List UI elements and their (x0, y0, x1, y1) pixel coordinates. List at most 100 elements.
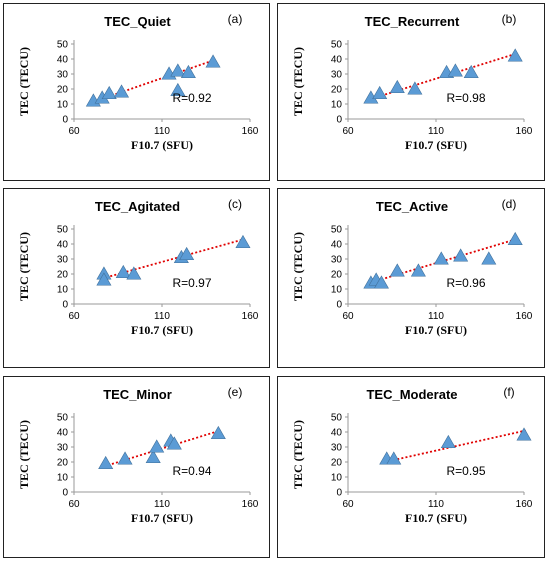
data-point (481, 251, 497, 265)
data-point (166, 436, 182, 450)
y-tick-label: 50 (331, 413, 343, 424)
scatter-plot: TEC_Minor (e) 0 10 20 30 40 50 60 110 160 F10.7 (SF… (17, 385, 259, 525)
y-tick-label: 20 (57, 458, 69, 469)
correlation-label: R=0.94 (172, 464, 211, 478)
data-point (389, 263, 405, 277)
y-tick-label: 40 (57, 428, 69, 439)
data-point (440, 434, 456, 449)
x-tick-label: 60 (68, 499, 80, 510)
x-tick-label: 160 (516, 311, 533, 322)
data-point (373, 275, 389, 289)
y-tick-label: 30 (331, 255, 343, 266)
y-tick-label: 40 (57, 55, 69, 66)
data-point (386, 451, 402, 465)
data-point (101, 85, 117, 100)
correlation-label: R=0.92 (172, 91, 211, 105)
y-tick-label: 50 (331, 225, 343, 236)
x-tick-label: 60 (342, 126, 354, 137)
y-tick-label: 10 (57, 100, 69, 111)
data-point (407, 81, 423, 95)
x-axis-label: F10.7 (SFU) (131, 511, 193, 525)
y-axis-label: TEC (TECU) (291, 47, 305, 116)
y-tick-label: 10 (57, 285, 69, 296)
y-tick-label: 50 (57, 225, 69, 236)
x-tick-label: 60 (68, 126, 80, 137)
data-point (98, 455, 114, 470)
chart-panel-b: TEC_Recurrent (b) 0 10 20 30 40 50 60 110 160 F10.7… (277, 3, 545, 181)
data-point (96, 272, 112, 286)
data-point (170, 63, 186, 77)
x-tick-label: 60 (342, 499, 354, 510)
panel-tag: (c) (228, 197, 242, 211)
data-point (115, 264, 131, 279)
y-tick-label: 10 (331, 473, 343, 484)
chart-panel-f: TEC_Moderate (f) 0 10 20 30 40 50 60 110 160 F10.7 … (277, 376, 545, 558)
x-tick-label: 110 (428, 499, 444, 510)
data-point (126, 266, 142, 280)
data-point (507, 231, 523, 246)
x-axis-label: F10.7 (SFU) (131, 323, 193, 337)
y-tick-label: 10 (331, 285, 343, 296)
x-tick-label: 160 (242, 499, 259, 510)
panel-tag: (e) (228, 385, 243, 399)
x-tick-label: 110 (154, 499, 170, 510)
x-tick-label: 110 (428, 126, 444, 137)
chart-title: TEC_Agitated (95, 199, 180, 214)
correlation-label: R=0.98 (446, 91, 485, 105)
panel-tag: (f) (503, 385, 514, 399)
chart-title: TEC_Quiet (104, 14, 171, 29)
data-point (453, 248, 469, 262)
chart-title: TEC_Moderate (366, 387, 457, 402)
data-point (149, 439, 165, 453)
data-point (433, 251, 449, 265)
y-tick-label: 30 (331, 70, 343, 81)
y-tick-label: 0 (336, 115, 342, 126)
y-tick-label: 30 (57, 70, 69, 81)
y-tick-label: 30 (57, 255, 69, 266)
data-point (235, 234, 251, 249)
y-tick-label: 30 (331, 443, 343, 454)
y-axis-label: TEC (TECU) (17, 232, 31, 301)
chart-title: TEC_Recurrent (365, 14, 460, 29)
data-point (117, 451, 133, 465)
x-axis-label: F10.7 (SFU) (405, 511, 467, 525)
x-axis-label: F10.7 (SFU) (405, 138, 467, 152)
data-point (507, 48, 523, 62)
chart-panel-e: TEC_Minor (e) 0 10 20 30 40 50 60 110 160 F10.7 (SF… (3, 376, 270, 558)
scatter-plot: TEC_Moderate (f) 0 10 20 30 40 50 60 110 160 F10.7 … (291, 385, 533, 525)
y-tick-label: 10 (331, 100, 343, 111)
x-tick-label: 160 (242, 311, 259, 322)
data-point (410, 263, 426, 277)
data-point (389, 79, 405, 94)
correlation-label: R=0.97 (172, 276, 211, 290)
y-tick-label: 20 (57, 85, 69, 96)
y-tick-label: 50 (57, 40, 69, 51)
y-tick-label: 30 (57, 443, 69, 454)
y-tick-label: 0 (62, 300, 68, 311)
y-axis-label: TEC (TECU) (17, 420, 31, 489)
panel-tag: (d) (502, 197, 517, 211)
x-tick-label: 160 (516, 126, 533, 137)
y-tick-label: 0 (62, 115, 68, 126)
chart-panel-a: TEC_Quiet (a) 0 10 20 30 40 50 60 110 160 F10.7 (SF… (3, 3, 270, 181)
data-point (114, 84, 130, 98)
y-axis-label: TEC (TECU) (291, 420, 305, 489)
data-point (463, 64, 479, 79)
x-tick-label: 160 (516, 499, 533, 510)
x-tick-label: 60 (68, 311, 80, 322)
chart-panel-d: TEC_Active (d) 0 10 20 30 40 50 60 110 160 F10.7 (S… (277, 188, 545, 368)
data-point (516, 427, 532, 441)
y-tick-label: 20 (331, 85, 343, 96)
data-point (210, 425, 226, 440)
y-tick-label: 0 (62, 488, 68, 499)
x-axis-label: F10.7 (SFU) (405, 323, 467, 337)
correlation-label: R=0.95 (446, 464, 485, 478)
data-point (179, 246, 195, 261)
chart-title: TEC_Minor (103, 387, 172, 402)
y-axis-label: TEC (TECU) (17, 47, 31, 116)
chart-panel-c: TEC_Agitated (c) 0 10 20 30 40 50 60 110 160 F10.7 … (3, 188, 270, 368)
x-tick-label: 60 (342, 311, 354, 322)
y-tick-label: 20 (57, 270, 69, 281)
correlation-label: R=0.96 (446, 276, 485, 290)
trendline (103, 429, 221, 468)
